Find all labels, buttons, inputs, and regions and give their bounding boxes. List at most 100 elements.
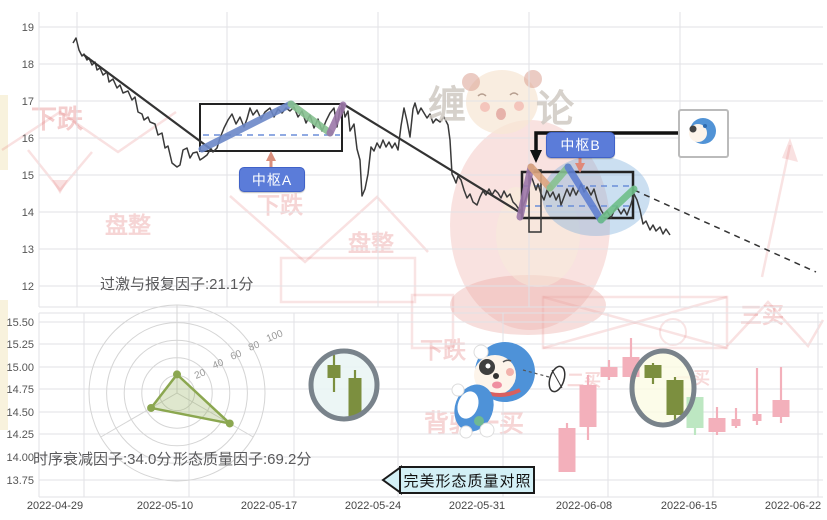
x-axis-date-label: 2022-05-24 bbox=[345, 500, 401, 512]
y-axis-tick-label: 15 bbox=[22, 170, 34, 182]
candle-body bbox=[772, 400, 790, 417]
candle-body bbox=[666, 380, 684, 415]
radar-polygon bbox=[149, 373, 231, 425]
y-axis-tick-label: 19 bbox=[22, 22, 34, 34]
candle-body bbox=[731, 419, 741, 426]
y-axis-tick-label: 15.25 bbox=[6, 339, 34, 351]
mascot-dog-watermark-icon bbox=[496, 108, 506, 120]
perfect-pattern-compare-label: 完美形态质量对照 bbox=[403, 472, 532, 490]
y-axis-tick-label: 14 bbox=[22, 207, 34, 219]
y-axis-tick-label: 16 bbox=[22, 133, 34, 145]
watermark-text: 下跌 bbox=[420, 337, 466, 363]
watermark-text: 下跌 bbox=[257, 192, 303, 218]
chan-segment bbox=[516, 163, 535, 221]
x-axis-date-label: 2022-06-15 bbox=[661, 500, 717, 512]
elbow-arrow bbox=[534, 131, 678, 152]
radar-scale-label: 20 bbox=[193, 367, 208, 382]
y-axis-tick-label: 14.25 bbox=[6, 429, 34, 441]
mascot-dog-mini-icon bbox=[703, 124, 707, 128]
x-axis-date-label: 2022-06-08 bbox=[556, 500, 612, 512]
watermark-zigzag bbox=[726, 300, 825, 349]
candle-body bbox=[579, 385, 597, 427]
radar-scale-label: 80 bbox=[247, 339, 262, 354]
watermark-rect bbox=[279, 256, 417, 304]
candle-body bbox=[600, 367, 618, 377]
y-axis-tick-label: 15.00 bbox=[6, 362, 34, 374]
watermark-zigzag bbox=[1, 110, 177, 154]
y-axis-tick-label: 18 bbox=[22, 59, 34, 71]
mascot-dog-watermark-icon bbox=[480, 102, 490, 112]
radar-spoke bbox=[100, 392, 178, 438]
left-arrow-banner-box bbox=[399, 466, 535, 494]
mascot-dog-diver-icon bbox=[506, 368, 514, 376]
radar-vertex bbox=[147, 403, 156, 412]
mascot-dog-diver-icon bbox=[459, 425, 473, 439]
mascot-dog-diver-icon bbox=[492, 381, 502, 389]
y-axis-tick-label: 15.50 bbox=[6, 317, 34, 329]
factor-decay-text: 时序衰减因子:34.0分 bbox=[33, 451, 172, 468]
edge-accent bbox=[0, 300, 8, 430]
elbow-arrowhead bbox=[530, 150, 542, 163]
watermark-text: 下跌 bbox=[31, 104, 83, 134]
radar-vertex bbox=[173, 370, 181, 379]
mascot-dog-diver-icon bbox=[493, 373, 499, 379]
glass-icon bbox=[551, 369, 563, 389]
candle-body bbox=[644, 365, 662, 378]
x-axis-date-label: 2022-05-31 bbox=[449, 500, 505, 512]
left-arrow-banner-icon bbox=[381, 465, 402, 495]
factor-quality-text: 形态质量因子:69.2分 bbox=[173, 451, 312, 468]
mascot-dog-watermark-icon bbox=[514, 101, 524, 111]
string-line bbox=[522, 369, 550, 378]
y-axis-tick-label: 14.75 bbox=[6, 384, 34, 396]
watermark-text: 盘整 bbox=[105, 212, 151, 238]
mascot-dog-watermark-icon bbox=[466, 70, 538, 134]
y-axis-tick-label: 14.00 bbox=[6, 452, 34, 464]
logo-char-right: 论 bbox=[536, 89, 575, 131]
mascot-dog-diver-icon bbox=[502, 359, 512, 363]
candle-body bbox=[327, 365, 341, 378]
radar-vertex bbox=[225, 419, 234, 428]
highlight-circle-icon bbox=[629, 348, 697, 428]
candle-body bbox=[348, 378, 362, 417]
magnifier-circle-icon bbox=[308, 348, 380, 422]
chan-segment bbox=[326, 101, 347, 137]
mascot-dog-watermark-icon bbox=[477, 93, 487, 97]
watermark-zigzag bbox=[229, 195, 429, 264]
y-axis-tick-label: 14.50 bbox=[6, 407, 34, 419]
edge-accent bbox=[0, 95, 8, 170]
mascot-dog-mini-icon bbox=[689, 125, 697, 133]
radar-spoke bbox=[176, 392, 254, 438]
trend-line-dashed bbox=[633, 189, 817, 273]
radar-scale-label: 100 bbox=[265, 328, 285, 345]
logo-char-left: 缠 bbox=[428, 85, 467, 127]
mascot-dog-diver-icon bbox=[451, 383, 465, 397]
candle-body bbox=[708, 418, 726, 432]
watermark-circle bbox=[659, 318, 687, 346]
x-axis-date-label: 2022-05-17 bbox=[241, 500, 297, 512]
y-axis-tick-label: 12 bbox=[22, 281, 34, 293]
mascot-dog-diver-icon bbox=[479, 422, 495, 438]
mascot-dog-diver-icon bbox=[457, 391, 479, 419]
x-axis-date-label: 2022-06-22 bbox=[765, 500, 821, 512]
radar-scale-label: 40 bbox=[211, 357, 226, 372]
price-line bbox=[72, 37, 671, 236]
mascot-dog-watermark-icon bbox=[462, 73, 480, 91]
mascot-dog-diver-icon bbox=[474, 416, 484, 426]
watermark-arrowhead bbox=[782, 138, 798, 162]
pivot-b-label: 中枢B bbox=[546, 132, 615, 158]
y-axis-tick-label: 13 bbox=[22, 244, 34, 256]
chan-segment bbox=[564, 163, 605, 224]
watermark-line bbox=[760, 144, 792, 278]
watermark-text: 盘整 bbox=[348, 230, 394, 256]
y-axis-tick-label: 17 bbox=[22, 96, 34, 108]
chan-segment bbox=[198, 100, 295, 153]
watermark-arrowhead bbox=[52, 180, 68, 194]
y-axis-tick-label: 13.75 bbox=[6, 475, 34, 487]
chan-segment bbox=[546, 163, 572, 192]
chan-segment bbox=[527, 163, 554, 192]
x-axis-date-label: 2022-05-10 bbox=[137, 500, 193, 512]
pivot-a-label: 中枢A bbox=[239, 167, 305, 192]
chan-segment bbox=[597, 185, 638, 224]
